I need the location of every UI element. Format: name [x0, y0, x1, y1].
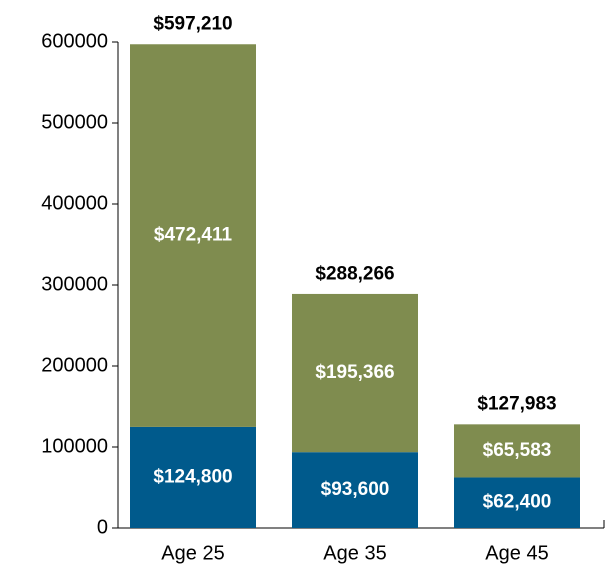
y-tick-label: 600000: [41, 30, 108, 52]
y-tick-label: 200000: [41, 354, 108, 376]
segment-label: $65,583: [483, 440, 552, 461]
segment-label: $124,800: [153, 466, 232, 487]
bar-segment: [130, 426, 256, 528]
y-tick-label: 500000: [41, 111, 108, 133]
segment-label: $62,400: [483, 492, 552, 513]
y-tick-label: 300000: [41, 273, 108, 295]
segment-label: $195,366: [315, 362, 394, 383]
bar-segment: [130, 44, 256, 427]
bar-segment: [292, 452, 418, 528]
x-tick-label: Age 45: [485, 542, 548, 564]
y-tick-label: 400000: [41, 192, 108, 214]
segment-label: $93,600: [321, 479, 390, 500]
x-tick-label: Age 25: [161, 542, 224, 564]
bar-segment: [454, 477, 580, 528]
total-label: $597,210: [153, 13, 232, 34]
bar-segment: [292, 293, 418, 453]
x-tick-label: Age 35: [323, 542, 386, 564]
total-label: $288,266: [315, 264, 394, 285]
total-label: $127,983: [477, 393, 556, 414]
y-tick-label: 100000: [41, 435, 108, 457]
segment-label: $472,411: [154, 225, 233, 246]
bar-segment: [454, 424, 580, 478]
y-tick-label: 0: [97, 516, 108, 538]
